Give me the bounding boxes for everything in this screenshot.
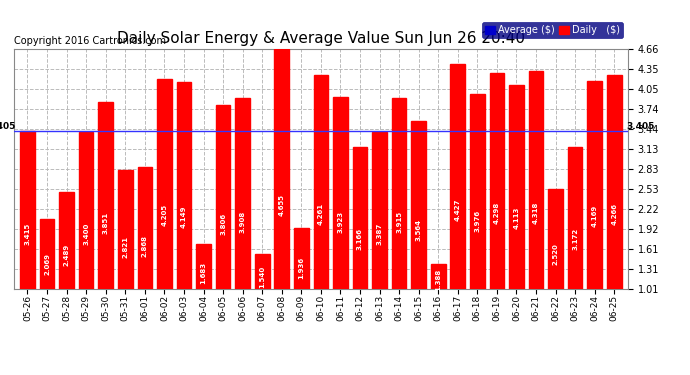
Bar [118, 170, 132, 289]
Bar [216, 105, 230, 289]
Text: 1.683: 1.683 [201, 262, 206, 284]
Bar [313, 75, 328, 289]
Text: 3.564: 3.564 [415, 219, 422, 241]
Text: 4.298: 4.298 [494, 202, 500, 224]
Text: 4.655: 4.655 [279, 194, 285, 216]
Text: 1.936: 1.936 [298, 256, 304, 279]
Text: 3.400: 3.400 [83, 222, 89, 245]
Text: 2.520: 2.520 [553, 243, 558, 265]
Bar [157, 79, 172, 289]
Bar [333, 97, 348, 289]
Text: 1.388: 1.388 [435, 269, 441, 291]
Bar [509, 85, 524, 289]
Bar [529, 71, 543, 289]
Text: 3.923: 3.923 [337, 211, 344, 233]
Text: 4.261: 4.261 [318, 203, 324, 225]
Bar [431, 264, 446, 289]
Text: 1.540: 1.540 [259, 266, 265, 288]
Bar [489, 72, 504, 289]
Text: 3.415: 3.415 [24, 222, 30, 245]
Bar [353, 147, 367, 289]
Text: 3.387: 3.387 [377, 223, 382, 245]
Title: Daily Solar Energy & Average Value Sun Jun 26 20:40: Daily Solar Energy & Average Value Sun J… [117, 31, 525, 46]
Bar [411, 121, 426, 289]
Bar [59, 192, 74, 289]
Bar [196, 244, 211, 289]
Bar [20, 130, 34, 289]
Text: 2.821: 2.821 [122, 236, 128, 258]
Text: 4.169: 4.169 [591, 205, 598, 227]
Bar [294, 228, 308, 289]
Bar [470, 94, 484, 289]
Bar [177, 82, 191, 289]
Text: 3.166: 3.166 [357, 228, 363, 250]
Text: 3.976: 3.976 [474, 209, 480, 231]
Text: 2.868: 2.868 [142, 235, 148, 257]
Text: 4.266: 4.266 [611, 203, 618, 225]
Bar [392, 98, 406, 289]
Bar [275, 49, 289, 289]
Bar [607, 75, 622, 289]
Text: 3.851: 3.851 [103, 212, 109, 234]
Bar [79, 132, 94, 289]
Bar [235, 98, 250, 289]
Text: 4.427: 4.427 [455, 199, 461, 221]
Bar [587, 81, 602, 289]
Text: Copyright 2016 Cartronics.com: Copyright 2016 Cartronics.com [14, 36, 166, 46]
Text: 4.149: 4.149 [181, 205, 187, 228]
Text: 3.806: 3.806 [220, 213, 226, 236]
Text: 3.172: 3.172 [572, 228, 578, 250]
Bar [99, 102, 113, 289]
Text: 2.069: 2.069 [44, 254, 50, 275]
Text: 3.915: 3.915 [396, 211, 402, 233]
Bar [40, 219, 55, 289]
Bar [451, 64, 465, 289]
Bar [568, 147, 582, 289]
Bar [548, 189, 563, 289]
Text: 4.205: 4.205 [161, 204, 168, 226]
Text: 4.318: 4.318 [533, 201, 539, 224]
Text: 3.908: 3.908 [239, 211, 246, 233]
Bar [255, 254, 270, 289]
Text: 4.113: 4.113 [513, 206, 520, 228]
Bar [372, 132, 387, 289]
Legend: Average ($), Daily   ($): Average ($), Daily ($) [482, 22, 623, 38]
Text: 3.405: 3.405 [0, 122, 16, 130]
Text: 3.405: 3.405 [626, 122, 654, 130]
Text: 2.489: 2.489 [63, 244, 70, 266]
Bar [137, 166, 152, 289]
